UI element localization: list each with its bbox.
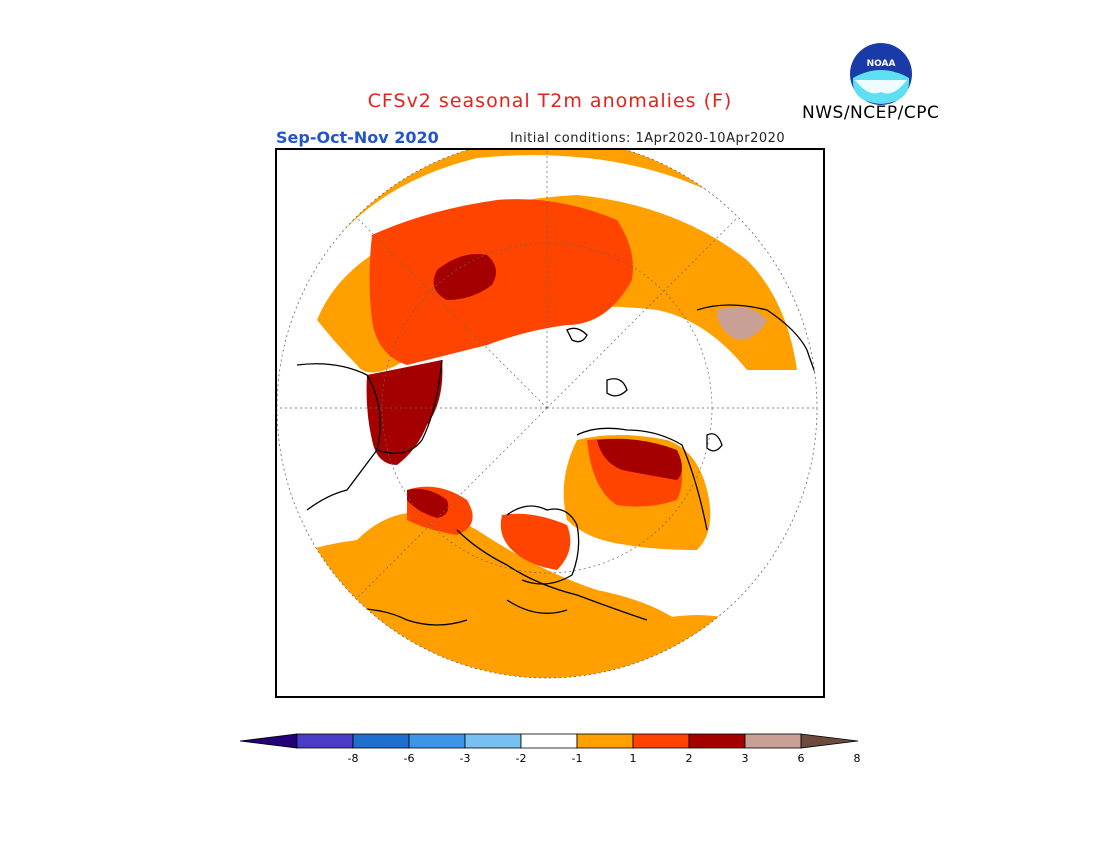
- colorbar-tick-label: -8: [347, 752, 359, 765]
- season-label: Sep-Oct-Nov 2020: [276, 128, 439, 147]
- colorbar-tick-label: -1: [571, 752, 583, 765]
- anomaly-region-pacific-red: [369, 199, 633, 365]
- logo-text: NOAA: [867, 59, 896, 69]
- colorbar-arrow-low: [239, 733, 298, 749]
- anomaly-region-canada-tan: [717, 306, 767, 340]
- coastlines: [296, 304, 817, 626]
- colorbar-tick-label: -2: [515, 752, 527, 765]
- anomaly-region-pacific-darkred: [433, 254, 496, 300]
- colorbar-box: [352, 733, 410, 749]
- colorbar-box: [520, 733, 578, 749]
- initial-conditions-label: Initial conditions: 1Apr2020-10Apr2020: [510, 131, 786, 146]
- colorbar-box: [296, 733, 354, 749]
- colorbar-box: [744, 733, 802, 749]
- colorbar-tick-label: 3: [741, 752, 749, 765]
- graticule: [277, 150, 817, 599]
- colorbar-tick-label: -6: [403, 752, 415, 765]
- colorbar-box: [576, 733, 634, 749]
- anomaly-region-alaska-darkred: [366, 360, 443, 465]
- colorbar-tick-label: 6: [797, 752, 805, 765]
- anomaly-region-europe-darkred: [597, 438, 682, 480]
- colorbar-tick-label: 8: [853, 752, 861, 765]
- colorbar-tick-label: -3: [459, 752, 471, 765]
- globe-boundary: [277, 150, 818, 679]
- colorbar-tick-label: 2: [685, 752, 693, 765]
- anomaly-map: [275, 148, 825, 698]
- colorbar-box: [408, 733, 466, 749]
- map-shading: [277, 150, 817, 678]
- anomaly-region-africa-orange: [653, 615, 741, 678]
- anomaly-region-siberia-darkred: [407, 488, 449, 518]
- agency-label: NWS/NCEP/CPC: [802, 103, 940, 123]
- colorbar-box: [464, 733, 522, 749]
- map-title: CFSv2 seasonal T2m anomalies (F): [367, 90, 733, 112]
- colorbar-arrow-high: [800, 733, 859, 749]
- anomaly-region-arctic-red: [500, 513, 571, 570]
- colorbar: [239, 730, 860, 770]
- colorbar-box: [632, 733, 690, 749]
- colorbar-tick-label: 1: [629, 752, 637, 765]
- noaa-logo: NOAA: [849, 42, 913, 106]
- colorbar-box: [688, 733, 746, 749]
